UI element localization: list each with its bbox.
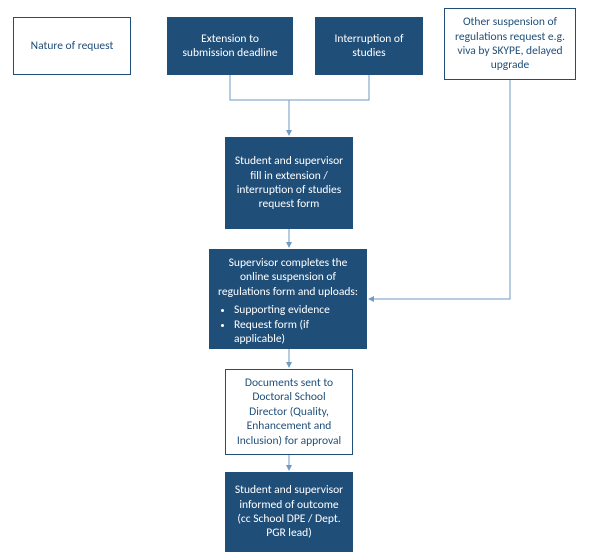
node-label: Extension to submission deadline [176,32,284,61]
node-interruption: Interruption of studies [315,17,423,75]
node-label: Interruption of studies [324,32,414,61]
node-title: Supervisor completes the online suspensi… [218,256,358,299]
node-label: Nature of request [31,39,114,53]
node-director-approval: Documents sent to Doctoral School Direct… [225,369,353,455]
node-label: Other suspension of regulations request … [453,15,567,73]
node-outcome: Student and supervisor informed of outco… [225,472,353,552]
node-supervisor-upload: Supervisor completes the online suspensi… [209,249,367,349]
node-label: Student and supervisor informed of outco… [234,483,344,541]
node-extension: Extension to submission deadline [167,17,293,75]
node-other-suspension: Other suspension of regulations request … [444,8,576,80]
bullet-item: Request form (if applicable) [234,318,358,347]
node-bullets: Supporting evidence Request form (if app… [218,303,358,346]
node-fill-form: Student and supervisor fill in extension… [225,137,353,229]
node-nature-of-request: Nature of request [13,17,131,75]
bullet-item: Supporting evidence [234,303,358,317]
node-label: Documents sent to Doctoral School Direct… [234,376,344,448]
node-label: Student and supervisor fill in extension… [234,154,344,212]
